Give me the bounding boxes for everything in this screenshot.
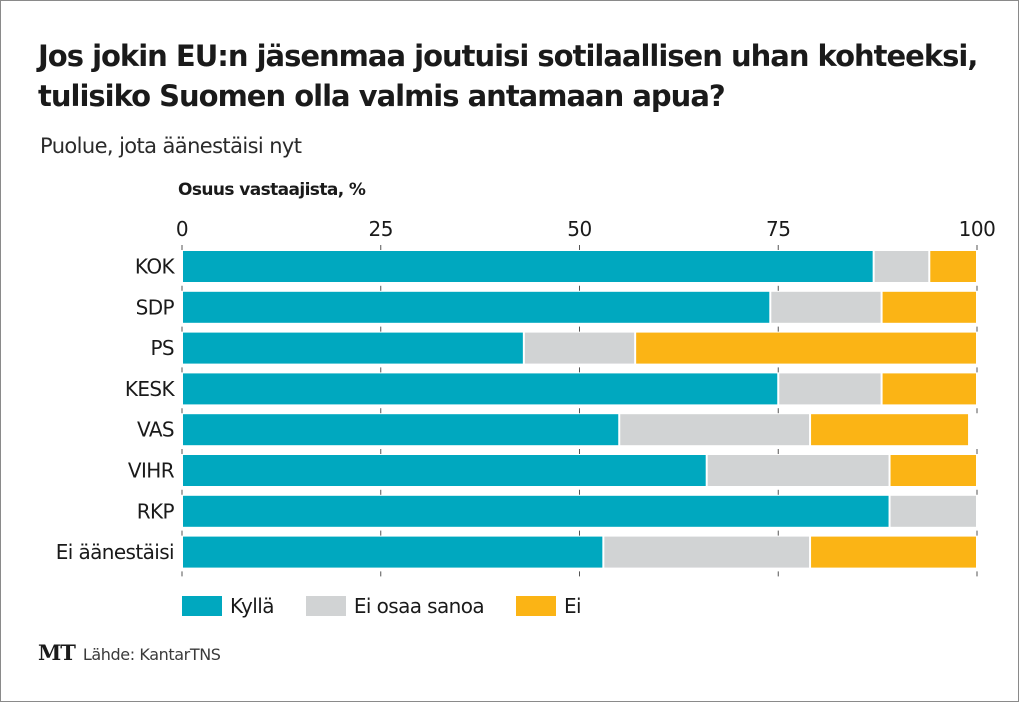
source-note: Lähde: KantarTNS bbox=[82, 645, 221, 664]
bar-sdp-ei-osaa-sanoa bbox=[771, 291, 881, 323]
bar-kok-ei-osaa-sanoa bbox=[874, 251, 929, 282]
x-tick-label-50: 50 bbox=[567, 217, 591, 241]
bar-vas-ei bbox=[811, 414, 969, 446]
bar-kesk-ei bbox=[882, 373, 976, 405]
legend-item-kylla: Kyllä bbox=[182, 594, 274, 618]
bar-vas-ei-osaa-sanoa bbox=[620, 414, 810, 446]
x-tick-label-25: 25 bbox=[369, 217, 393, 241]
bar-sdp-kylla bbox=[183, 291, 770, 323]
legend-swatch-kylla bbox=[182, 596, 222, 616]
category-label-ei-aanestaisi: Ei äänestäisi bbox=[56, 540, 174, 564]
category-label-vas: VAS bbox=[137, 418, 174, 442]
x-tick-label-0: 0 bbox=[176, 217, 188, 241]
bar-kesk-kylla bbox=[183, 373, 778, 405]
bar-kok-ei bbox=[930, 251, 976, 282]
legend-label-ei: Ei bbox=[564, 594, 582, 618]
category-label-kesk: KESK bbox=[125, 377, 176, 401]
x-tick-label-100: 100 bbox=[959, 217, 996, 241]
category-label-rkp: RKP bbox=[137, 499, 175, 523]
bar-sdp-ei bbox=[882, 291, 976, 323]
bar-ps-ei-osaa-sanoa bbox=[524, 332, 635, 364]
x-tick-label-75: 75 bbox=[766, 217, 790, 241]
bar-kesk-ei-osaa-sanoa bbox=[779, 373, 881, 405]
bar-kok-kylla bbox=[183, 251, 873, 282]
mt-logo: MT bbox=[38, 640, 76, 665]
legend-swatch-ei-osaa-sanoa bbox=[305, 596, 346, 616]
legend-item-ei: Ei bbox=[516, 594, 582, 618]
x-axis-title: Osuus vastaajista, % bbox=[178, 180, 366, 200]
bar-vihr-ei bbox=[890, 455, 976, 486]
legend-label-kylla: Kyllä bbox=[230, 594, 274, 618]
bar-ei-aanestaisi-ei bbox=[811, 536, 976, 568]
bar-rkp-ei-osaa-sanoa bbox=[890, 495, 976, 527]
category-label-kok: KOK bbox=[135, 255, 176, 279]
legend-label-ei-osaa-sanoa: Ei osaa sanoa bbox=[353, 594, 485, 618]
bar-rkp-kylla bbox=[183, 495, 889, 527]
bar-ei-aanestaisi-ei-osaa-sanoa bbox=[604, 536, 810, 568]
category-label-ps: PS bbox=[150, 336, 174, 360]
bar-ps-kylla bbox=[183, 332, 523, 364]
bar-ps-ei bbox=[636, 332, 976, 364]
chart-subtitle: Puolue, jota äänestäisi nyt bbox=[40, 134, 302, 158]
bar-vas-kylla bbox=[183, 414, 619, 446]
legend-swatch-ei bbox=[516, 596, 556, 616]
category-label-vihr: VIHR bbox=[128, 459, 175, 483]
legend: Kyllä Ei osaa sanoa Ei bbox=[182, 594, 613, 618]
footer: MT Lähde: KantarTNS bbox=[38, 640, 221, 665]
chart-title: Jos jokin EU:n jäsenmaa joutuisi sotilaa… bbox=[38, 39, 978, 113]
legend-item-ei-osaa-sanoa: Ei osaa sanoa bbox=[305, 594, 485, 618]
bar-ei-aanestaisi-kylla bbox=[183, 536, 603, 568]
bar-vihr-ei-osaa-sanoa bbox=[707, 455, 889, 486]
category-label-sdp: SDP bbox=[136, 295, 175, 319]
bar-vihr-kylla bbox=[183, 455, 706, 486]
